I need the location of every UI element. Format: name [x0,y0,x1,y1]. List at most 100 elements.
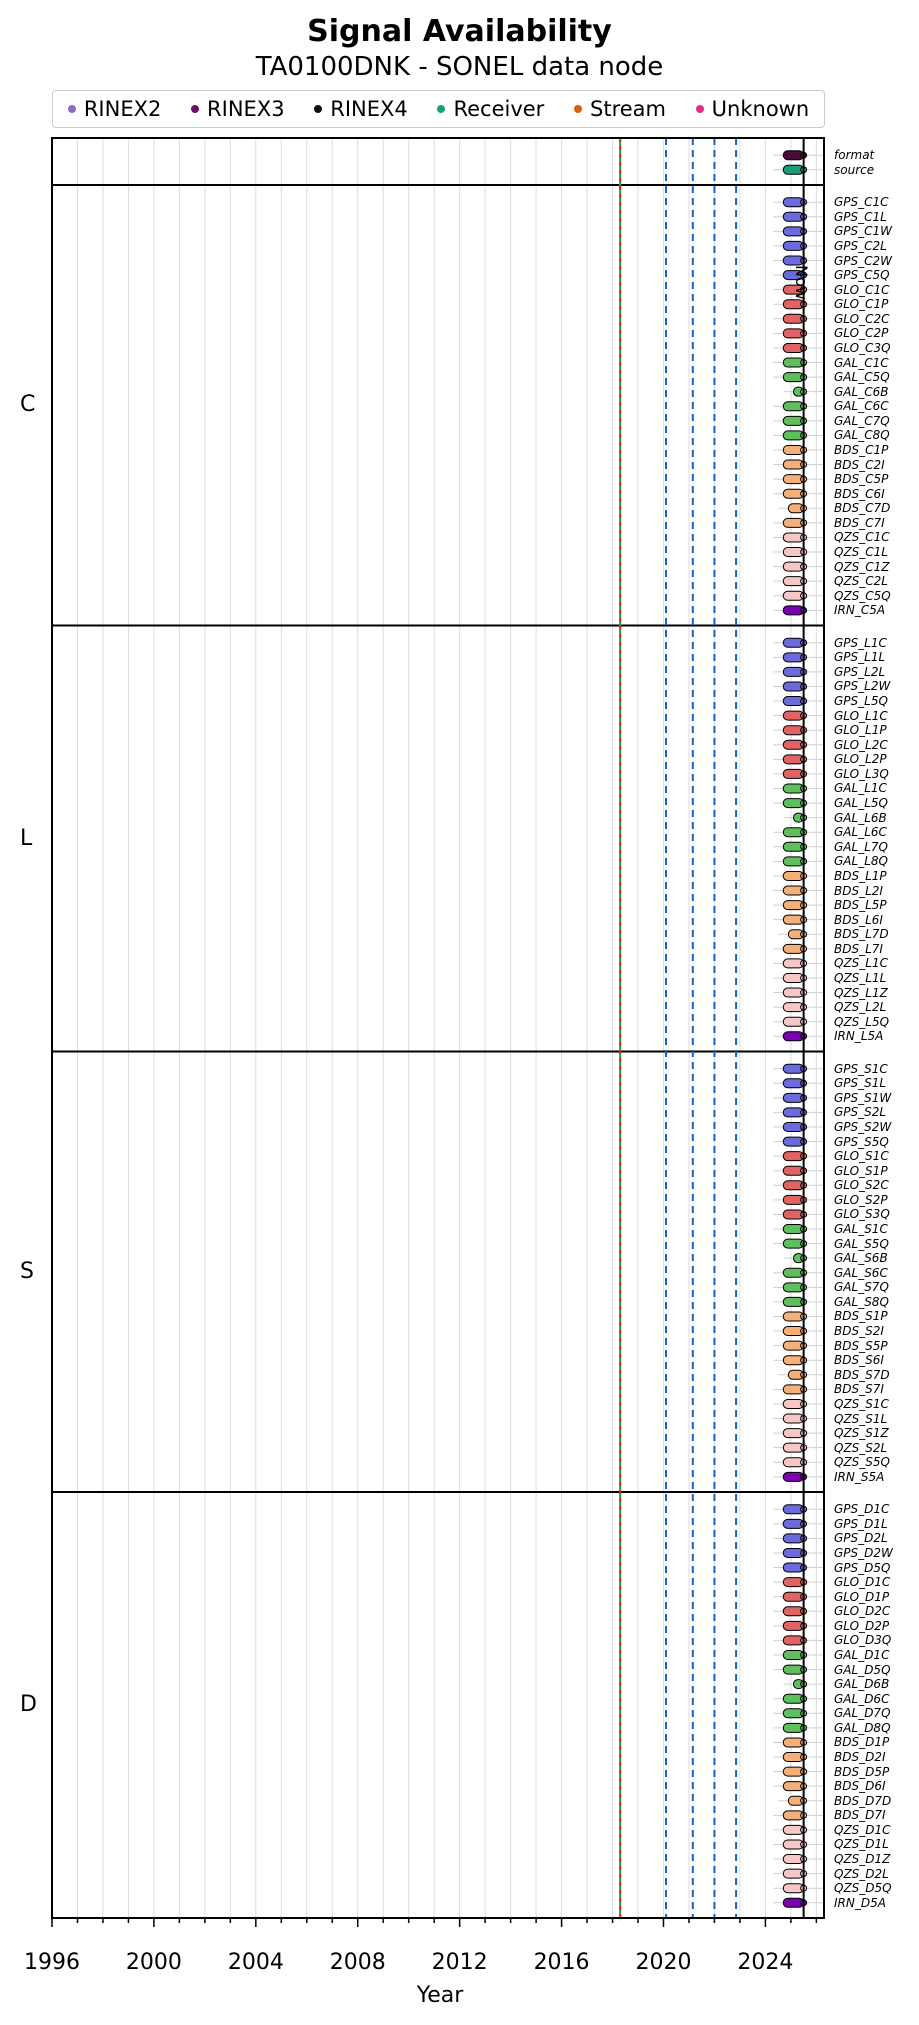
x-tick-label: 2004 [227,1950,284,1975]
row-label: GAL_S8Q [834,1294,889,1309]
row-label: QZS_L5Q [834,1014,890,1029]
legend-item: Unknown [695,97,810,121]
row-label: QZS_C1L [834,545,888,559]
legend-marker [437,105,446,113]
x-axis-label: Year [416,1983,464,2008]
legend-item: RINEX3 [191,97,285,121]
row-label: GLO_S3Q [834,1207,890,1222]
row-label: BDS_D1P [834,1735,890,1750]
row-label: IRN_C5A [834,603,886,618]
row-label: BDS_C7I [834,515,885,530]
row-label: GLO_D1C [834,1575,891,1590]
row-label: GLO_L2P [834,752,887,767]
row-label: QZS_L1C [834,956,888,971]
legend: RINEX2 RINEX3 RINEX4 Receiver Stream Unknown [52,90,825,128]
row-label: GAL_D1C [834,1647,890,1662]
row-label: GLO_C2C [834,311,890,326]
row-label: QZS_S1L [834,1411,888,1426]
row-label: GAL_D6C [834,1691,890,1706]
row-label: GPS_S1C [834,1061,888,1076]
row-label: GLO_D2C [834,1604,891,1619]
row-label: QZS_D5Q [834,1881,892,1896]
plot-frame [51,137,825,1919]
row-label: GPS_C2L [834,238,887,253]
row-label: GAL_S1C [834,1222,888,1237]
group-label: D [20,1692,37,1718]
legend-label: RINEX3 [207,97,285,121]
row-label: GPS_S1W [834,1090,892,1105]
row-label: QZS_C1C [834,530,890,545]
row-label: BDS_L6I [834,912,883,927]
row-label: GLO_L1P [834,723,887,738]
row-label: GAL_D5Q [834,1662,891,1677]
row-label: GAL_L5Q [834,796,888,811]
row-label: GPS_L1C [834,635,887,650]
legend-label: Receiver [453,97,545,121]
row-label: GPS_L2L [834,664,886,679]
x-tick-label: 1996 [24,1950,80,1975]
row-label: GPS_D5Q [834,1560,891,1575]
row-label: GLO_S1P [834,1163,888,1178]
row-label: BDS_L2I [834,883,883,898]
row-label: BDS_L5P [834,898,887,913]
group-label: S [20,1258,34,1284]
row-label: BDS_L7D [834,927,889,942]
row-label: GPS_S5Q [834,1134,889,1149]
row-label: QZS_C2L [834,574,888,589]
row-label: GLO_C3Q [834,340,891,355]
row-label: BDS_D2I [834,1750,886,1765]
legend-marker [695,105,704,113]
row-label: GPS_L5Q [834,694,888,709]
row-label: GPS_S2W [834,1120,892,1134]
legend-marker [67,105,76,113]
row-label: QZS_C5Q [834,588,891,603]
row-label: GAL_D7Q [834,1706,891,1721]
row-label: IRN_S5A [834,1469,885,1484]
row-label: GLO_L1C [834,708,888,723]
row-label: GAL_S5Q [834,1236,889,1251]
row-label: GPS_L1L [834,650,886,665]
row-label: GAL_S7Q [834,1280,889,1295]
row-label: GPS_C5Q [834,268,890,283]
row-label: QZS_L1Z [834,985,888,1000]
x-tick-label: 2024 [737,1950,794,1975]
row-label: BDS_L1P [834,868,887,883]
row-label: GAL_C1C [834,355,889,370]
legend-item: RINEX4 [314,97,408,121]
row-label: BDS_S6I [834,1353,884,1368]
x-tick-label: 2012 [431,1950,488,1975]
row-label: GAL_S6C [834,1265,888,1280]
row-label: GAL_D6B [834,1677,890,1692]
row-label: GPS_D2L [834,1531,888,1546]
row-label: GLO_S1C [834,1149,889,1164]
row-label: QZS_L1L [834,970,887,985]
x-tick-label: 2008 [329,1950,386,1975]
row-label: format [834,148,875,163]
row-label: GLO_L3Q [834,766,889,781]
row-label: GAL_C6C [834,399,889,414]
legend-label: RINEX2 [83,97,162,121]
legend-marker [574,105,582,113]
row-label: QZS_L2L [834,1000,887,1015]
row-label: BDS_D6I [834,1779,886,1794]
row-label: GAL_C5Q [834,370,890,385]
row-label: GAL_C8Q [834,428,890,443]
row-label: BDS_C7D [834,501,891,516]
row-label: QZS_D1C [834,1822,891,1837]
chart-subtitle: TA0100DNK - SONEL data node [255,52,664,82]
row-label: GAL_L1C [834,781,887,796]
chart-title: Signal Availability [307,14,612,49]
row-label: GAL_L6B [834,810,887,825]
row-label: BDS_S7D [834,1367,890,1382]
row-label: BDS_S5P [834,1338,888,1353]
row-label: QZS_S2L [834,1440,888,1455]
row-label: BDS_C2I [834,457,885,472]
row-label: GLO_D3Q [834,1633,892,1648]
row-label: GPS_S1L [834,1076,887,1091]
legend-label: Unknown [711,97,810,121]
row-label: GPS_C1W [834,224,893,239]
row-label: BDS_S2I [834,1324,884,1339]
row-label: GPS_D1L [834,1516,888,1531]
row-label: BDS_D5P [834,1764,890,1779]
